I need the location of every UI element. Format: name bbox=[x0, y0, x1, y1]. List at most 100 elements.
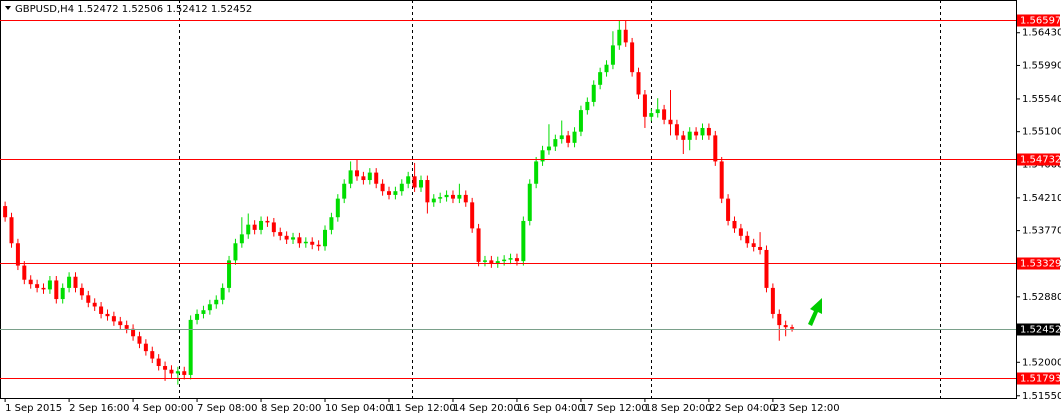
x-tick-label: 2 Sep 16:00 bbox=[69, 403, 129, 414]
y-tick-label: 1.52880 bbox=[1022, 292, 1061, 303]
signal-arrow bbox=[808, 298, 822, 326]
x-tick-label: 14 Sep 20:00 bbox=[453, 403, 520, 414]
x-tick-label: 18 Sep 20:00 bbox=[645, 403, 712, 414]
candle-body bbox=[54, 280, 59, 300]
y-tick-label: 1.56430 bbox=[1022, 28, 1061, 39]
candle-body bbox=[28, 279, 33, 285]
candle-body bbox=[508, 258, 513, 260]
candle-body bbox=[604, 64, 609, 73]
candle-body bbox=[137, 336, 142, 344]
candle-body bbox=[233, 243, 238, 261]
candle-body bbox=[41, 287, 46, 290]
candle-body bbox=[73, 276, 78, 288]
x-tick-label: 8 Sep 20:00 bbox=[261, 403, 321, 414]
candle-body bbox=[668, 119, 673, 125]
candle-body bbox=[246, 224, 251, 235]
y-tick-label: 1.52000 bbox=[1022, 357, 1061, 368]
menu-arrow bbox=[5, 6, 11, 10]
candle-body bbox=[751, 243, 756, 247]
x-tick-label: 17 Sep 12:00 bbox=[581, 403, 648, 414]
candle-body bbox=[444, 194, 449, 198]
candle-body bbox=[636, 72, 641, 95]
candle-body bbox=[412, 176, 417, 188]
candle-body bbox=[22, 265, 27, 280]
candle-body bbox=[681, 135, 686, 140]
candle-body bbox=[546, 146, 551, 151]
x-tick-label: 23 Sep 12:00 bbox=[773, 403, 840, 414]
price-label-box bbox=[1017, 323, 1060, 336]
candle-body bbox=[457, 194, 462, 199]
candle-body bbox=[393, 191, 398, 195]
candle-body bbox=[124, 325, 129, 329]
candle-body bbox=[585, 101, 590, 111]
candle-body bbox=[214, 299, 219, 305]
candle-body bbox=[252, 224, 257, 230]
candle-body bbox=[777, 313, 782, 326]
candle-body bbox=[303, 241, 308, 244]
candle-body bbox=[380, 183, 385, 192]
candle-body bbox=[386, 191, 391, 195]
candle-body bbox=[687, 131, 692, 140]
arrow bbox=[808, 298, 822, 326]
candle-body bbox=[399, 183, 404, 192]
level-label: 1.51793 bbox=[1020, 374, 1061, 385]
candle-body bbox=[355, 170, 360, 177]
candle-body bbox=[297, 237, 302, 244]
candle-body bbox=[706, 127, 711, 136]
x-tick-label: 4 Sep 00:00 bbox=[133, 403, 193, 414]
candle-body bbox=[790, 327, 795, 329]
candle-body bbox=[463, 194, 468, 203]
candle-body bbox=[182, 371, 187, 375]
y-tick-label: 1.55990 bbox=[1022, 60, 1061, 71]
candle-body bbox=[642, 94, 647, 117]
candle-body bbox=[3, 206, 8, 218]
candle-body bbox=[783, 325, 788, 328]
candle-body bbox=[220, 287, 225, 300]
candle-body bbox=[335, 198, 340, 218]
candle-body bbox=[406, 176, 411, 184]
y-tick-label: 1.55100 bbox=[1022, 127, 1061, 138]
candle-body bbox=[694, 131, 699, 136]
x-tick-label: 11 Sep 12:00 bbox=[389, 403, 456, 414]
level-label-box bbox=[1017, 14, 1060, 27]
candle-body bbox=[131, 328, 136, 337]
level-label: 1.54732 bbox=[1020, 155, 1061, 166]
chart-title: GBPUSD,H4 1.52472 1.52506 1.52412 1.5245… bbox=[15, 4, 252, 15]
candle-body bbox=[745, 235, 750, 244]
price-label: 1.52452 bbox=[1020, 325, 1061, 336]
candle-body bbox=[470, 202, 475, 229]
candle-body bbox=[278, 232, 283, 236]
candle-body bbox=[572, 131, 577, 143]
plot bbox=[3, 20, 795, 385]
x-tick-label: 16 Sep 04:00 bbox=[517, 403, 584, 414]
x-tick-label: 1 Sep 2015 bbox=[5, 403, 62, 414]
candle-body bbox=[143, 343, 148, 352]
candle-body bbox=[310, 241, 315, 245]
candle-body bbox=[35, 284, 40, 288]
candle-body bbox=[674, 124, 679, 136]
candle-body bbox=[630, 42, 635, 73]
candle-body bbox=[188, 319, 193, 375]
level-label: 1.53329 bbox=[1020, 259, 1061, 270]
candle-body bbox=[79, 287, 84, 296]
level-label-box bbox=[1017, 257, 1060, 270]
candle-body bbox=[559, 135, 564, 140]
candle-body bbox=[418, 180, 423, 188]
candle-body bbox=[361, 176, 366, 181]
candle-body bbox=[9, 217, 14, 244]
y-tick-label: 1.51550 bbox=[1022, 391, 1061, 402]
candle-body bbox=[47, 280, 52, 290]
level-label-box bbox=[1017, 372, 1060, 385]
candle-body bbox=[348, 170, 353, 184]
candle-body bbox=[758, 246, 763, 250]
candle-body bbox=[649, 113, 654, 117]
candle-body bbox=[726, 198, 731, 221]
candle-body bbox=[284, 235, 289, 240]
candle-body bbox=[425, 180, 430, 203]
candle-body bbox=[118, 321, 123, 326]
candle-body bbox=[502, 259, 507, 262]
period-separators bbox=[179, 0, 941, 398]
candle-body bbox=[732, 220, 737, 229]
candle-body bbox=[450, 194, 455, 199]
candle-body bbox=[15, 243, 20, 266]
